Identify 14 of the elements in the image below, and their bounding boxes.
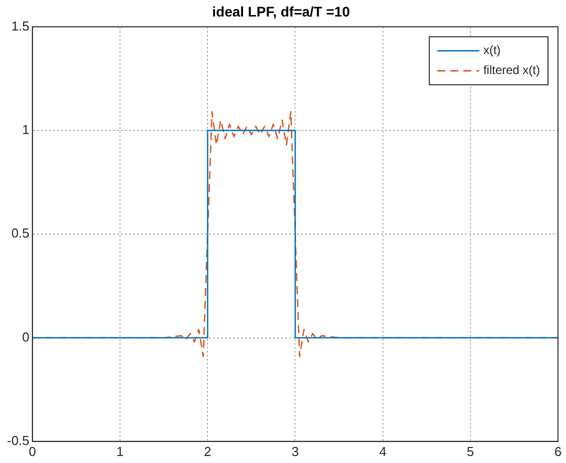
y-tick-label: -0.5: [6, 432, 30, 448]
y-tick-label: 1.5: [11, 18, 30, 34]
chart-title: ideal LPF, df=a/T =10: [212, 3, 350, 20]
x-tick-label: 5: [466, 444, 474, 459]
x-tick-label: 6: [554, 444, 562, 459]
x-tick-label: 4: [379, 444, 386, 459]
x-tick-label: 2: [204, 444, 212, 459]
y-tick-label: 1: [22, 122, 30, 138]
y-tick-label: 0.5: [11, 226, 30, 241]
y-tick-label: 0: [22, 329, 30, 344]
x-tick-label: 3: [292, 444, 299, 459]
legend-label: x(t): [483, 43, 501, 58]
legend-label: filtered x(t): [483, 63, 540, 78]
x-tick-label: 1: [116, 444, 124, 459]
